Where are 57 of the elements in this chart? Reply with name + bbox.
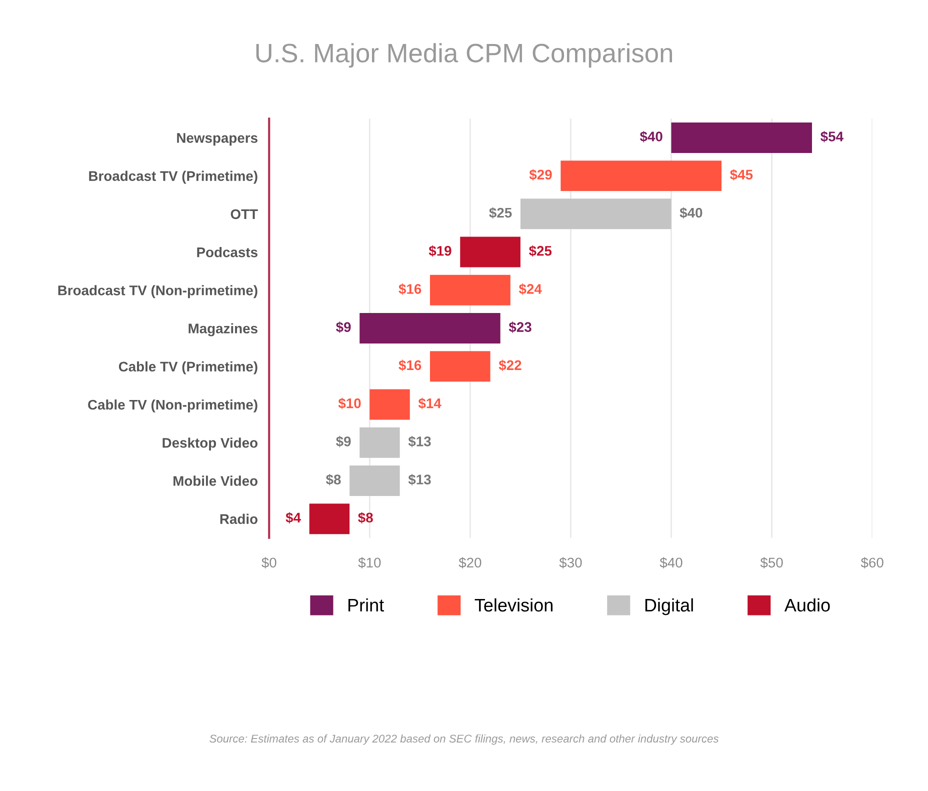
bar	[671, 122, 812, 153]
annotation: $9	[336, 436, 351, 448]
annotation: $45	[730, 169, 753, 180]
y-tick-label: Podcasts	[197, 247, 258, 258]
bar	[430, 274, 510, 306]
annotation: $29	[529, 169, 552, 180]
x-tick-label: $50	[760, 557, 783, 568]
y-tick-label: Cable TV (Non-primetime)	[88, 399, 258, 412]
bar	[430, 351, 490, 382]
legend-label: Print	[348, 598, 384, 612]
chart-title: U.S. Major Media CPM Comparison	[256, 43, 672, 68]
annotation: $10	[338, 398, 361, 410]
legend-label: Audio	[784, 598, 830, 612]
annotation: $14	[418, 398, 442, 410]
legend-label: Digital	[645, 598, 693, 616]
y-tick-label: Mobile Video	[174, 476, 258, 486]
bar	[360, 313, 500, 344]
bar	[350, 465, 400, 496]
annotation: $40	[640, 130, 662, 142]
annotation: $16	[398, 360, 422, 371]
annotation: $16	[398, 283, 422, 295]
y-tick-label: Radio	[220, 514, 258, 524]
y-tick-label: Cable TV (Primetime)	[118, 361, 258, 374]
annotation: $13	[408, 474, 431, 486]
y-tick-label: Desktop Video	[162, 438, 258, 451]
x-tick-label: $20	[458, 557, 482, 568]
bar	[309, 504, 350, 534]
y-tick-label: Broadcast TV (Primetime)	[89, 170, 258, 184]
source-note: Source: Estimates as of January 2022 based on SEC filings, news, research and other industry sources	[210, 734, 719, 745]
x-tick-label: $40	[660, 557, 682, 568]
bar	[360, 427, 400, 458]
annotation: $25	[489, 207, 512, 219]
y-tick-label: Magazines	[188, 323, 258, 336]
x-tick-label: $10	[358, 557, 381, 568]
bar	[560, 160, 722, 192]
annotation: $23	[508, 322, 532, 333]
annotation: $22	[498, 360, 522, 371]
bar	[460, 236, 520, 268]
annotation: $24	[518, 283, 542, 295]
y-tick-label: Broadcast TV (Non-primetime)	[58, 285, 258, 298]
legend-label: Television	[474, 598, 552, 612]
annotation: $40	[680, 207, 702, 219]
bar	[520, 198, 672, 230]
x-tick-label: $60	[860, 557, 884, 568]
annotation: $4	[286, 512, 301, 524]
y-tick-label: OTT	[230, 209, 258, 220]
x-tick-label: $30	[559, 557, 582, 568]
x-tick-label: $0	[262, 557, 276, 568]
bar	[370, 389, 410, 420]
annotation: $25	[528, 245, 552, 257]
annotation: $9	[336, 322, 351, 333]
annotation: $8	[358, 512, 373, 524]
annotation: $19	[428, 245, 452, 257]
annotation: $54	[820, 130, 844, 142]
annotation: $13	[408, 436, 431, 448]
y-tick-label: Newspapers	[177, 133, 258, 146]
annotation: $8	[326, 474, 341, 486]
